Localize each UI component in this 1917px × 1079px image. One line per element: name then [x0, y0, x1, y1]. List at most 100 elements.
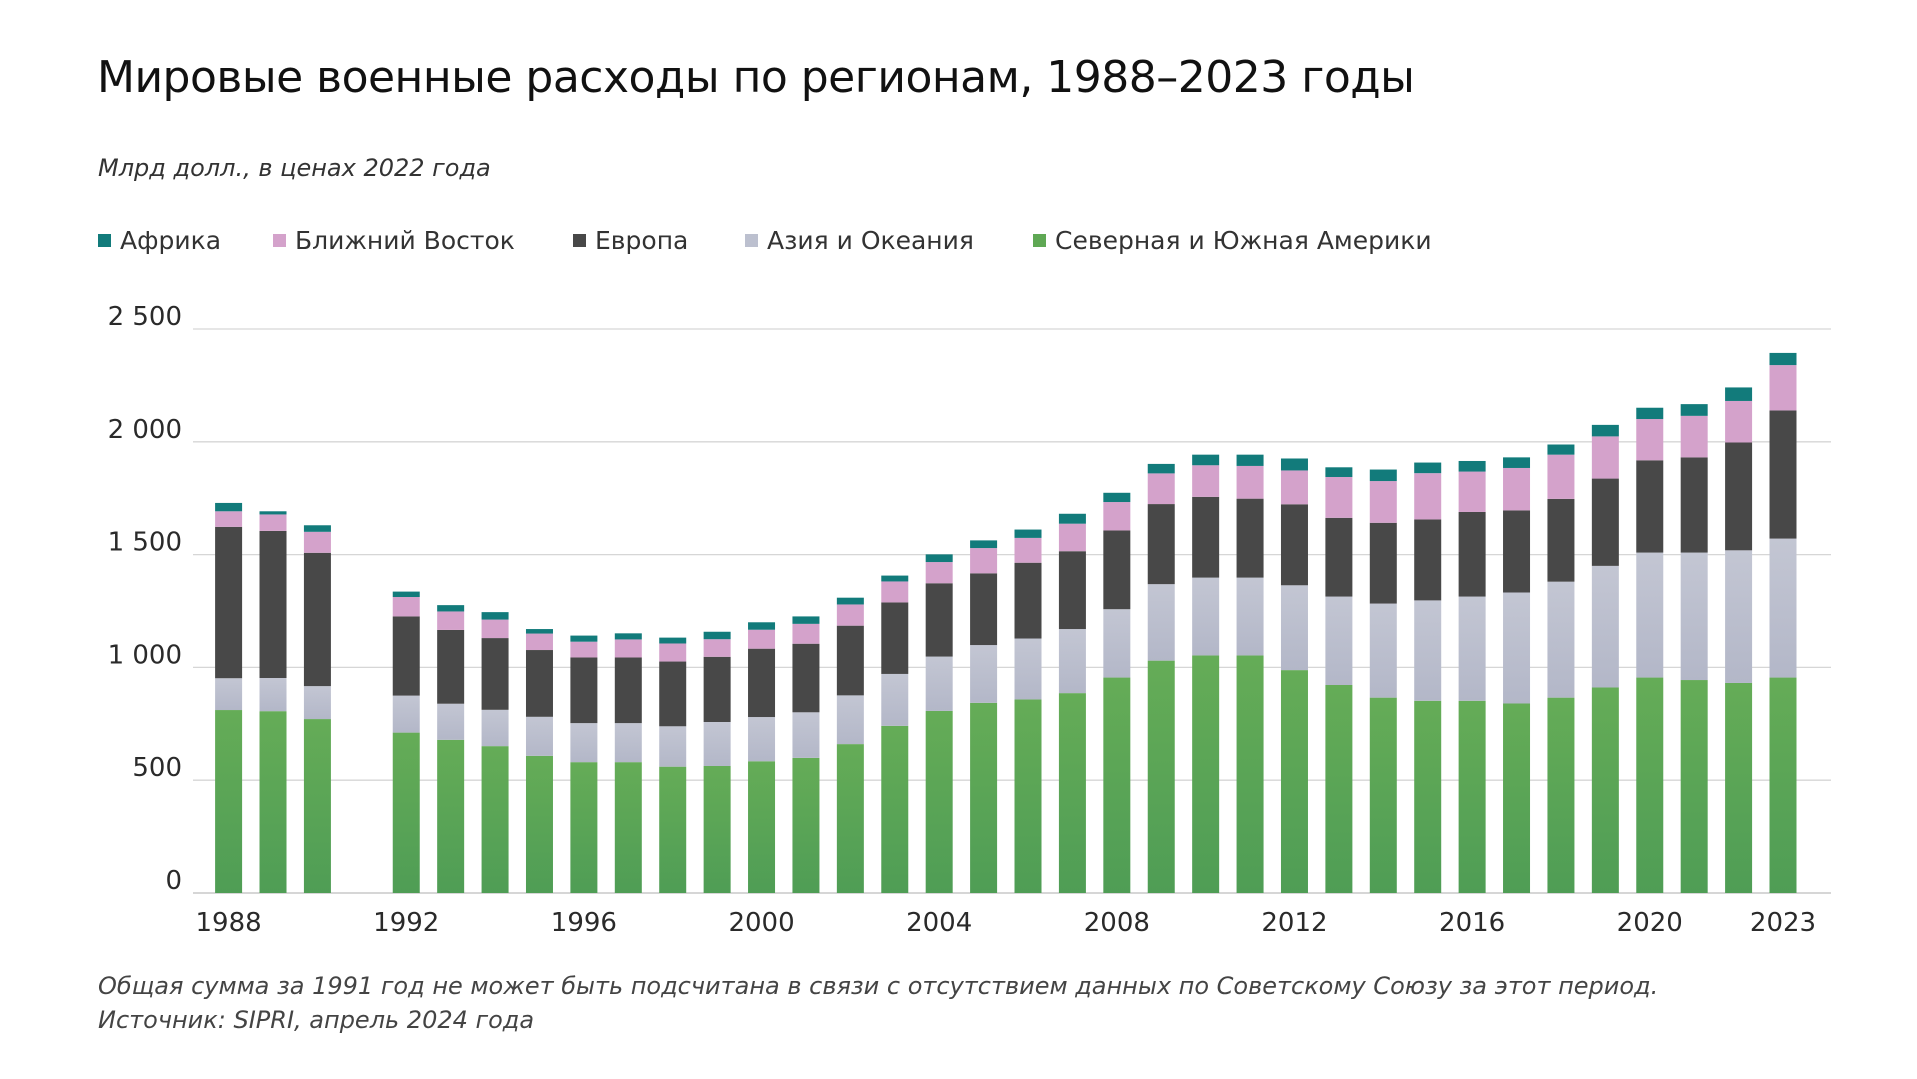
bar-segment-asia-oceania	[1591, 565, 1619, 688]
bar-segment-americas	[437, 739, 465, 893]
bar-segment-middle-east	[792, 623, 820, 644]
bar-segment-americas	[1769, 677, 1797, 893]
bar-segment-asia-oceania	[836, 695, 864, 745]
bar-segment-africa	[1103, 492, 1131, 503]
x-tick-label: 2000	[728, 908, 794, 938]
bar-segment-africa	[259, 511, 287, 515]
legend: Африка Ближний Восток Европа Азия и Океа…	[98, 226, 1598, 258]
x-tick-label: 2016	[1439, 908, 1505, 938]
bar-segment-asia-oceania	[215, 678, 243, 711]
bar-segment-europe	[215, 526, 243, 679]
bar-segment-europe	[1414, 519, 1442, 601]
bar-segment-middle-east	[481, 619, 509, 639]
bar-segment-middle-east	[1725, 400, 1753, 443]
bar-segment-asia-oceania	[1369, 603, 1397, 698]
bar-segment-asia-oceania	[1236, 577, 1264, 656]
legend-label: Северная и Южная Америки	[1055, 226, 1432, 255]
bar-segment-middle-east	[1103, 502, 1131, 531]
bar-segment-africa	[1680, 404, 1708, 416]
bar-segment-americas	[1458, 700, 1486, 893]
bar-segment-africa	[1147, 463, 1175, 474]
bar-segment-asia-oceania	[881, 673, 909, 726]
bar-segment-middle-east	[1280, 470, 1308, 505]
bar-segment-middle-east	[303, 531, 331, 553]
bar-segment-asia-oceania	[1192, 577, 1220, 656]
bar-segment-asia-oceania	[437, 703, 465, 740]
legend-item-europe: Европа	[573, 226, 688, 255]
bar-segment-americas	[792, 757, 820, 893]
bar-segment-middle-east	[1547, 454, 1575, 499]
bar-segment-middle-east	[215, 511, 243, 527]
bar-segment-europe	[481, 638, 509, 710]
bar-segment-americas	[925, 710, 953, 893]
bar-segment-middle-east	[1058, 523, 1086, 552]
bar-segment-americas	[881, 725, 909, 893]
bar-segment-asia-oceania	[259, 678, 287, 712]
bar-segment-middle-east	[1325, 476, 1353, 518]
bar-segment-europe	[1280, 504, 1308, 586]
bar-segment-americas	[570, 762, 598, 893]
y-tick-label: 500	[132, 753, 182, 783]
x-tick-label: 2020	[1617, 908, 1683, 938]
bar-segment-middle-east	[925, 562, 953, 584]
bar-segment-europe	[792, 643, 820, 713]
bar-segment-europe	[1547, 498, 1575, 582]
bar-segment-africa	[1325, 467, 1353, 477]
y-tick-label: 2 500	[108, 302, 182, 332]
bar-segment-africa	[1014, 529, 1042, 538]
bar-segment-europe	[881, 602, 909, 674]
x-tick-label: 2012	[1261, 908, 1327, 938]
bar-segment-middle-east	[1458, 471, 1486, 512]
x-tick-label: 1988	[196, 908, 262, 938]
bar-segment-americas	[1725, 682, 1753, 893]
x-tick-label: 1992	[373, 908, 439, 938]
bar-segment-asia-oceania	[525, 716, 553, 756]
bar-segment-asia-oceania	[1280, 585, 1308, 671]
bar-segment-middle-east	[1591, 436, 1619, 479]
bar-segment-americas	[1591, 687, 1619, 893]
bar-segment-africa	[1236, 454, 1264, 466]
bar-segment-europe	[970, 573, 998, 646]
bar-segment-americas	[1236, 655, 1264, 893]
bar-segment-asia-oceania	[659, 726, 687, 767]
bar-segment-middle-east	[1636, 419, 1664, 461]
bar-segment-americas	[1369, 697, 1397, 893]
bar-segment-europe	[1325, 517, 1353, 597]
x-tick-label: 1996	[551, 908, 617, 938]
bar-segment-americas	[970, 702, 998, 893]
chart-title: Мировые военные расходы по регионам, 198…	[97, 52, 1415, 103]
bar-segment-europe	[437, 629, 465, 704]
bar-segment-africa	[437, 605, 465, 612]
bar-segment-middle-east	[259, 514, 287, 531]
bar-segment-americas	[836, 744, 864, 893]
bar-segment-middle-east	[748, 629, 776, 649]
legend-item-americas: Северная и Южная Америки	[1033, 226, 1432, 255]
legend-item-africa: Африка	[98, 226, 221, 255]
bar-segment-middle-east	[659, 643, 687, 662]
bar-segment-europe	[1369, 522, 1397, 604]
bar-segment-africa	[703, 631, 731, 640]
bar-segment-americas	[215, 710, 243, 893]
footnote-source: Источник: SIPRI, апрель 2024 года	[98, 1006, 535, 1034]
bar-segment-middle-east	[1369, 481, 1397, 523]
bar-segment-africa	[792, 616, 820, 624]
bar-segment-asia-oceania	[970, 645, 998, 703]
bar-segment-middle-east	[1503, 467, 1531, 511]
legend-swatch-africa	[98, 234, 111, 247]
bar-segment-middle-east	[614, 639, 642, 658]
bar-segment-asia-oceania	[703, 721, 731, 766]
bar-segment-europe	[614, 657, 642, 724]
x-tick-label: 2008	[1084, 908, 1150, 938]
bar-segment-americas	[1103, 677, 1131, 893]
legend-item-asia-oceania: Азия и Океания	[745, 226, 974, 255]
bar-segment-asia-oceania	[1458, 596, 1486, 701]
bar-segment-middle-east	[1192, 465, 1220, 497]
bar-segment-asia-oceania	[1103, 609, 1131, 678]
bar-segment-americas	[1058, 693, 1086, 893]
bar-segment-americas	[703, 765, 731, 893]
bar-segment-middle-east	[437, 611, 465, 630]
bar-segment-europe	[570, 657, 598, 724]
bar-segment-europe	[1680, 457, 1708, 553]
bar-segment-americas	[1280, 670, 1308, 893]
bar-segment-asia-oceania	[570, 723, 598, 763]
